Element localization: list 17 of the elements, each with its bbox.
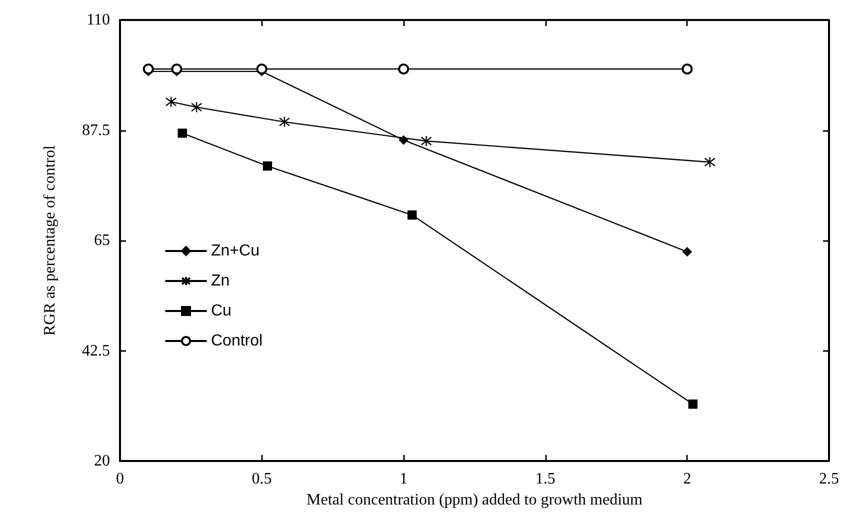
- y-axis-title: RGR as percentage of control: [42, 144, 58, 336]
- y-tick-label: 42.5: [82, 342, 110, 360]
- y-tick-label: 65: [94, 232, 110, 249]
- x-tick-label: 2: [683, 470, 692, 488]
- x-tick-label: 1.5: [535, 470, 556, 488]
- x-axis-title: Metal concentration (ppm) added to growth medium: [306, 491, 644, 508]
- legend-label: Cu: [211, 302, 232, 320]
- legend-label: Zn: [211, 272, 230, 290]
- legend-label: Control: [211, 332, 263, 350]
- y-tick-label: 87.5: [82, 122, 110, 139]
- x-tick-label: 0: [116, 470, 124, 488]
- x-tick-label: 2.5: [819, 470, 839, 488]
- x-tick-label: 1: [400, 470, 408, 488]
- x-tick-label: 0.5: [252, 470, 272, 488]
- y-tick-label: 110: [86, 12, 110, 28]
- y-tick-label: 20: [94, 452, 110, 470]
- legend-label: Zn+Cu: [211, 242, 260, 260]
